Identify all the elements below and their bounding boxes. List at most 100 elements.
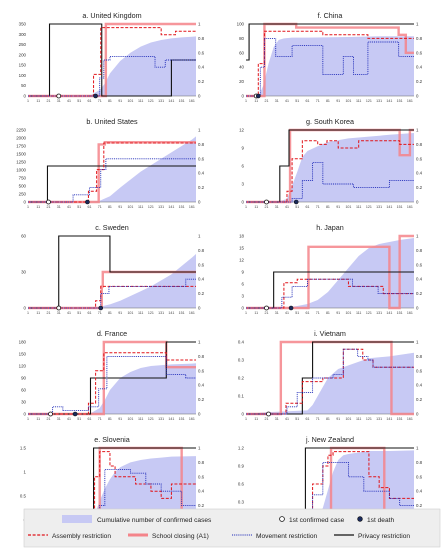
x-tick-label: 51 [77, 99, 81, 103]
x-tick-label: 151 [179, 417, 185, 421]
y-tick-label: 3 [242, 294, 245, 299]
x-tick-label: 161 [189, 99, 195, 103]
y2-tick-label: 1 [198, 446, 201, 451]
assembly-restriction-line [246, 140, 414, 203]
x-tick-label: 11 [254, 311, 258, 315]
x-tick-label: 91 [336, 205, 340, 209]
y2-tick-label: 0.8 [416, 460, 423, 465]
y-tick-label: 0 [242, 412, 245, 417]
school-closing-line [246, 128, 414, 204]
y2-tick-label: 0.8 [416, 354, 423, 359]
x-tick-label: 151 [397, 417, 403, 421]
y2-tick-label: 0.4 [198, 383, 205, 388]
y2-tick-label: 0.8 [198, 36, 205, 41]
cases-area [28, 254, 196, 308]
x-tick-label: 41 [285, 99, 289, 103]
x-tick-label: 111 [356, 99, 361, 103]
y-tick-label: 1750 [16, 144, 26, 149]
cases-area [246, 133, 414, 202]
x-tick-label: 91 [118, 311, 122, 315]
y2-tick-label: 0 [198, 200, 201, 205]
x-tick-label: 131 [376, 311, 382, 315]
x-tick-label: 141 [386, 417, 392, 421]
x-tick-label: 61 [87, 99, 91, 103]
x-tick-label: 101 [127, 311, 133, 315]
x-tick-label: 81 [108, 205, 112, 209]
x-tick-label: 61 [305, 311, 309, 315]
x-tick-label: 51 [295, 99, 299, 103]
panel: a. United Kingdom 0 50 100 150 200 250 300 350 0 0… [19, 11, 205, 103]
x-tick-label: 21 [46, 99, 50, 103]
y-tick-label: 0.3 [238, 500, 245, 505]
panel-title: d. France [97, 329, 127, 338]
y2-tick-label: 0.4 [198, 65, 205, 70]
x-tick-label: 11 [36, 417, 40, 421]
y-tick-label: 1000 [16, 168, 26, 173]
y2-tick-label: 1 [198, 234, 201, 239]
x-tick-label: 91 [336, 99, 340, 103]
x-tick-label: 161 [189, 205, 195, 209]
privacy-restriction-line [28, 23, 196, 97]
y-tick-label: 0.1 [238, 394, 245, 399]
x-tick-label: 111 [138, 417, 143, 421]
y2-tick-label: 0.2 [198, 79, 205, 84]
x-tick-label: 51 [77, 205, 81, 209]
movement-restriction-line [28, 278, 196, 309]
x-tick-label: 161 [407, 99, 413, 103]
x-tick-label: 51 [77, 417, 81, 421]
legend-first-death-label: 1st death [367, 517, 394, 524]
first-case-marker [56, 305, 62, 311]
y-tick-label: 9 [242, 146, 245, 151]
y-tick-label: 18 [239, 234, 244, 239]
x-tick-label: 141 [386, 205, 392, 209]
y-tick-label: 15 [239, 246, 244, 251]
y-tick-label: 30 [21, 270, 26, 275]
y-tick-label: 500 [19, 184, 27, 189]
x-tick-label: 31 [57, 205, 61, 209]
y-tick-label: 2250 [16, 128, 26, 133]
y2-tick-label: 0.6 [416, 474, 423, 479]
first-death-marker [288, 305, 294, 311]
y2-tick-label: 0.6 [198, 156, 205, 161]
x-tick-label: 151 [397, 205, 403, 209]
y2-tick-label: 1 [198, 22, 201, 27]
privacy-restriction-line [246, 23, 414, 61]
y-tick-label: 0.9 [238, 464, 245, 469]
x-tick-label: 121 [366, 99, 372, 103]
y-tick-label: 120 [19, 364, 27, 369]
y-tick-label: 0 [24, 306, 27, 311]
x-tick-label: 71 [316, 205, 320, 209]
school-closing-line [28, 340, 196, 416]
x-tick-label: 131 [158, 417, 164, 421]
y-tick-label: 250 [19, 192, 27, 197]
x-tick-label: 121 [366, 311, 372, 315]
x-tick-label: 51 [295, 417, 299, 421]
x-tick-label: 121 [366, 417, 372, 421]
y2-tick-label: 0 [198, 412, 201, 417]
y-tick-label: 150 [19, 352, 27, 357]
x-tick-label: 121 [148, 417, 154, 421]
movement-restriction-line [28, 469, 196, 521]
x-tick-label: 71 [98, 311, 102, 315]
x-tick-label: 81 [326, 99, 330, 103]
y-tick-label: 1.5 [20, 446, 27, 451]
cases-area [246, 36, 414, 96]
x-tick-label: 111 [138, 99, 143, 103]
movement-restriction-line [246, 348, 414, 415]
legend-cases-label: Cumulative number of confirmed cases [97, 517, 212, 524]
x-tick-label: 21 [264, 205, 268, 209]
panel-title: g. South Korea [306, 117, 354, 126]
y-tick-label: 60 [21, 388, 26, 393]
y2-tick-label: 0.2 [416, 291, 423, 296]
y2-tick-label: 0 [198, 94, 201, 99]
x-tick-label: 31 [57, 99, 61, 103]
y2-tick-label: 0.2 [416, 79, 423, 84]
x-tick-label: 11 [254, 417, 258, 421]
y-tick-label: 40 [239, 65, 244, 70]
x-tick-label: 41 [67, 99, 71, 103]
y2-tick-label: 0.8 [198, 354, 205, 359]
y2-tick-label: 0.6 [416, 262, 423, 267]
movement-restriction-line [246, 37, 414, 97]
